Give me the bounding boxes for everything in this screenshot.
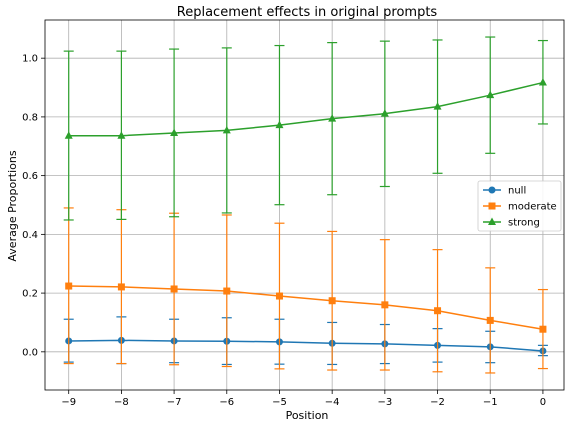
x-tick-label: −1 bbox=[483, 397, 498, 408]
x-tick-label: 0 bbox=[540, 397, 546, 408]
data-point bbox=[223, 287, 231, 295]
legend-swatch-marker bbox=[488, 202, 496, 210]
data-point bbox=[486, 90, 495, 99]
data-point bbox=[486, 316, 494, 324]
data-point bbox=[328, 297, 336, 305]
data-point bbox=[65, 282, 73, 290]
data-point bbox=[275, 292, 283, 300]
x-tick-label: −2 bbox=[430, 397, 445, 408]
series-line bbox=[68, 285, 544, 330]
data-point bbox=[117, 283, 125, 291]
data-point bbox=[170, 128, 179, 137]
y-tick-label: 0.8 bbox=[22, 112, 38, 123]
y-tick-label: 0.2 bbox=[22, 289, 38, 300]
series-strong bbox=[63, 36, 548, 221]
x-tick-label: −6 bbox=[219, 397, 234, 408]
x-axis-label: Position bbox=[286, 409, 329, 422]
legend: null moderate strong bbox=[477, 180, 562, 232]
legend-label: moderate bbox=[508, 202, 557, 213]
data-point bbox=[538, 78, 547, 86]
data-point bbox=[222, 125, 231, 134]
x-tick-label: −8 bbox=[114, 397, 129, 408]
legend-swatch-marker bbox=[488, 217, 496, 225]
series-line bbox=[68, 81, 544, 137]
data-point bbox=[539, 325, 547, 333]
chart-title: Replacement effects in original prompts bbox=[177, 5, 438, 20]
plot-series bbox=[63, 36, 548, 374]
series-null bbox=[63, 316, 548, 366]
y-tick-label: 0.0 bbox=[22, 347, 38, 358]
data-point bbox=[170, 285, 178, 293]
data-point bbox=[434, 307, 442, 315]
y-tick-label: 0.4 bbox=[22, 230, 38, 241]
legend-label: strong bbox=[508, 218, 540, 229]
series-line bbox=[68, 339, 543, 352]
legend-box bbox=[477, 180, 562, 232]
legend-label: null bbox=[508, 186, 526, 197]
series-moderate bbox=[63, 207, 548, 374]
x-tick-label: −4 bbox=[325, 397, 340, 408]
y-axis-label: Average Proportions bbox=[6, 150, 19, 261]
data-point bbox=[117, 131, 126, 139]
x-tick-label: −7 bbox=[167, 397, 182, 408]
x-tick-label: −9 bbox=[61, 397, 76, 408]
legend-swatch-marker bbox=[488, 186, 496, 194]
x-tick-label: −5 bbox=[272, 397, 287, 408]
y-tick-label: 0.6 bbox=[22, 171, 38, 182]
data-point bbox=[64, 131, 73, 139]
y-tick-label: 1.0 bbox=[22, 54, 38, 65]
data-point bbox=[381, 301, 389, 309]
plot-frame bbox=[44, 19, 565, 391]
x-tick-label: −3 bbox=[377, 397, 392, 408]
data-point bbox=[380, 109, 389, 117]
axis-ticks: −9 −8 −7 −6 −5 −4 −3 −2 −1 0 0.0 0.2 0.4 0.6 0.8 1.0 bbox=[22, 54, 546, 408]
data-point bbox=[433, 102, 442, 110]
data-point bbox=[275, 120, 284, 129]
data-point bbox=[328, 114, 337, 122]
